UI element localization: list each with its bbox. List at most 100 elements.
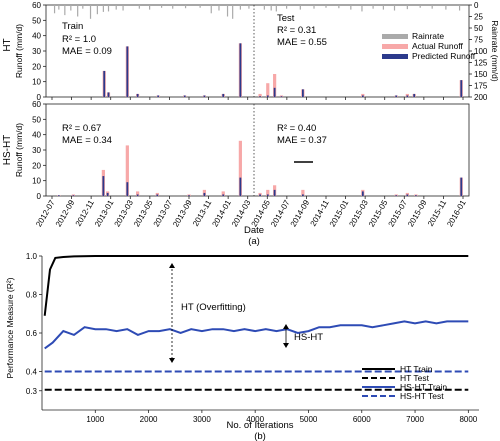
rainrate-bar xyxy=(338,5,340,9)
hsht-predicted-bar xyxy=(239,177,242,196)
ht-y2tick-label: 50 xyxy=(474,24,483,33)
panel-ht-row-label: HT xyxy=(2,38,13,51)
iterations-ytick-label: 0.6 xyxy=(26,329,38,338)
caption-a: (a) xyxy=(248,236,260,247)
hsht-gap-arrowhead-bottom xyxy=(283,343,289,348)
rainrate-bar xyxy=(115,5,117,10)
ht-ytick-label: 60 xyxy=(32,1,41,10)
legend-label-predicted: Predicted Runoff xyxy=(412,51,476,61)
ht-predicted-bar xyxy=(157,95,160,97)
rainrate-bar xyxy=(299,5,301,10)
panel-ht-test-mae: MAE = 0.55 xyxy=(277,37,327,48)
date-tick-label: 2016-01 xyxy=(445,198,468,228)
hsht-predicted-bar xyxy=(406,194,409,196)
rainrate-bar xyxy=(445,5,447,10)
ht-gap-arrowhead-top xyxy=(169,263,175,268)
ht-ytick-label: 0 xyxy=(37,93,42,102)
legend-label-ht-test: HT Test xyxy=(400,373,430,383)
hsht-predicted-bar xyxy=(273,189,276,196)
ht-predicted-bar xyxy=(361,95,364,97)
rainrate-bar xyxy=(70,5,72,11)
iterations-xlabel: No. of Iterations xyxy=(226,420,293,431)
legend-label-actual: Actual Runoff xyxy=(412,41,464,51)
rainrate-bar xyxy=(361,5,363,12)
iterations-ylabel: Performance Measure (R²) xyxy=(5,277,15,378)
ht-predicted-bar xyxy=(460,80,463,97)
hsht-predicted-bar xyxy=(126,182,129,196)
panel-ht-legend: Rainrate Actual Runoff Predicted Runoff xyxy=(382,31,476,61)
hsht-ytick-label: 20 xyxy=(32,161,41,170)
ht-predicted-bar xyxy=(280,96,283,97)
legend-swatch-predicted xyxy=(382,54,408,59)
ht-actual-bar xyxy=(273,74,277,97)
hsht-predicted-bar xyxy=(72,195,75,196)
rainrate-bar xyxy=(232,5,234,19)
iterations-xtick-label: 5000 xyxy=(300,415,318,424)
hsht-predicted-bar xyxy=(361,191,364,196)
panel-ht-train-r2: R² = 1.0 xyxy=(62,34,96,45)
rainrate-bar xyxy=(184,5,187,9)
panel-hsht-train-mae: MAE = 0.34 xyxy=(62,135,112,146)
rainrate-bar xyxy=(64,5,66,16)
date-axis-label: Date xyxy=(244,225,264,236)
iterations-xaxis: 1000 2000 3000 4000 5000 6000 7000 8000 xyxy=(86,410,478,424)
hsht-ytick-label: 40 xyxy=(32,131,41,140)
ht-ytick-label: 20 xyxy=(32,62,41,71)
legend-label-hsht-test: HS-HT Test xyxy=(400,391,444,401)
rainrate-bar xyxy=(160,5,163,8)
ht-y2tick-label: 200 xyxy=(474,93,488,102)
panel-hsht-test-mae: MAE = 0.37 xyxy=(277,135,327,146)
caption-b: (b) xyxy=(254,431,266,441)
ht-ytick-label: 40 xyxy=(32,32,41,41)
ht-predicted-bar xyxy=(266,95,269,97)
iterations-legend: HT Train HT Test HS-HT Train HS-HT Test xyxy=(362,364,447,401)
legend-label-hsht-train: HS-HT Train xyxy=(400,382,447,392)
ht-y2tick-label: 75 xyxy=(474,36,483,45)
hsht-predicted-bar xyxy=(57,195,60,196)
ht-predicted-bar xyxy=(273,87,276,97)
rainrate-bar xyxy=(122,5,124,11)
hsht-predicted-bar xyxy=(102,176,105,196)
date-axis: 2012-072012-092012-112013-012013-032013-… xyxy=(34,97,468,228)
rainrate-bar xyxy=(199,5,201,8)
rainrate-bar xyxy=(286,5,288,9)
hsht-ytick-label: 0 xyxy=(37,192,42,201)
ht-ytick-label: 30 xyxy=(32,47,41,56)
rainrate-bar xyxy=(96,5,98,15)
legend-swatch-rainrate xyxy=(382,34,408,39)
panel-iterations: 0.3 0.4 0.6 0.8 1.0 1000 2000 3000 4000 5000 6000… xyxy=(5,252,479,441)
hsht-predicted-bar xyxy=(266,194,269,196)
ht-ytick-label: 50 xyxy=(32,16,41,25)
iterations-xtick-label: 7000 xyxy=(406,415,424,424)
ht-gap-arrowhead-bottom xyxy=(169,358,175,363)
iterations-ytick-label: 0.8 xyxy=(26,291,38,300)
panel-hsht-runoff-bars xyxy=(57,140,463,196)
panel-hsht-train-r2: R² = 0.67 xyxy=(62,123,101,134)
ht-predicted-bar xyxy=(222,93,225,97)
hsht-predicted-bar xyxy=(203,192,206,196)
ht-predicted-bar xyxy=(395,95,398,97)
rainrate-bar xyxy=(382,5,384,10)
legend-swatch-actual xyxy=(382,44,408,49)
ht-y2tick-label: 0 xyxy=(474,1,479,10)
ht-predicted-bar xyxy=(103,70,106,97)
rainrate-bar xyxy=(138,5,140,9)
hsht-gap-arrowhead-top xyxy=(283,324,289,329)
ht-y2tick-label: 25 xyxy=(474,13,483,22)
hsht-actual-bar xyxy=(266,189,270,196)
rainrate-bar xyxy=(275,5,277,12)
rainrate-bar xyxy=(313,5,315,9)
rainrate-bar xyxy=(419,5,421,8)
ht-y2tick-label: 175 xyxy=(474,82,488,91)
hsht-predicted-bar xyxy=(301,194,304,196)
panel-hsht-frame xyxy=(45,103,470,197)
panel-hsht-test-r2: R² = 0.40 xyxy=(277,123,316,134)
rainrate-bar xyxy=(406,5,408,10)
rainrate-bar xyxy=(263,5,265,10)
iterations-xtick-label: 1000 xyxy=(86,415,104,424)
rainrate-bar xyxy=(210,5,212,14)
iterations-xtick-label: 8000 xyxy=(459,415,477,424)
iterations-xtick-label: 6000 xyxy=(353,415,371,424)
ht-y2tick-label: 100 xyxy=(474,47,488,56)
